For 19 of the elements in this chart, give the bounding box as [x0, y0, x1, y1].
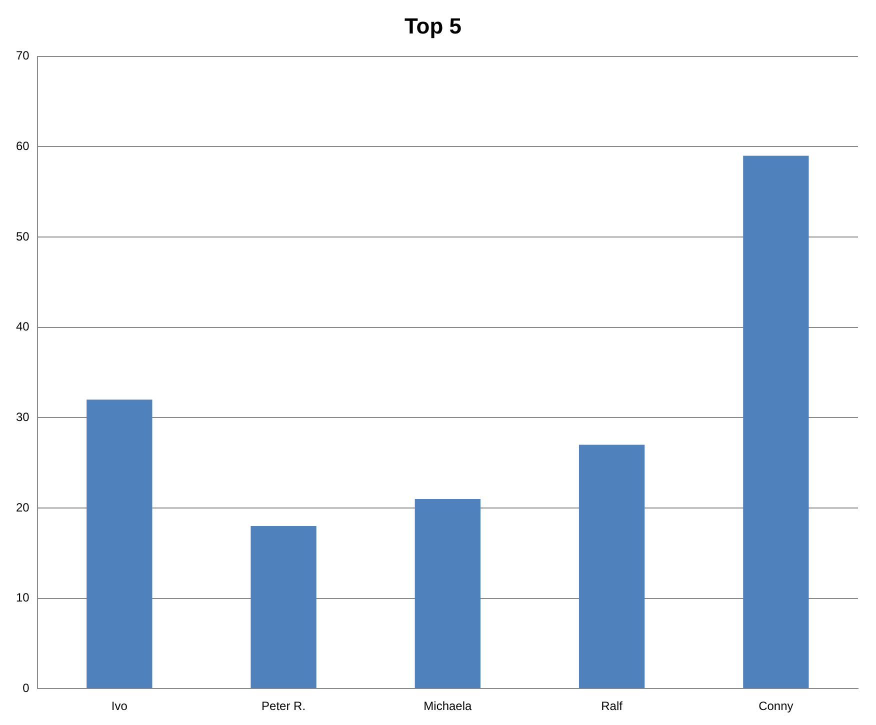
x-tick-label: Peter R.	[262, 699, 306, 714]
bar	[743, 156, 809, 688]
x-tick-label: Ralf	[601, 699, 624, 714]
y-tick-label: 50	[16, 229, 30, 244]
bar	[414, 498, 480, 688]
bar	[578, 444, 645, 688]
y-tick-label: 70	[16, 48, 30, 63]
y-tick-label: 0	[22, 680, 30, 695]
y-tick-label: 40	[16, 320, 30, 334]
x-tick-label: Michaela	[424, 699, 472, 714]
chart-title: Top 5	[404, 13, 462, 38]
y-tick-label: 20	[16, 500, 30, 514]
y-tick-label: 10	[16, 590, 30, 605]
y-tick-label: 60	[16, 139, 30, 154]
x-tick-label: Conny	[758, 699, 794, 714]
y-tick-label: 30	[16, 410, 30, 424]
bar	[250, 526, 316, 688]
x-tick-label: Ivo	[111, 699, 128, 714]
bar	[86, 400, 152, 688]
